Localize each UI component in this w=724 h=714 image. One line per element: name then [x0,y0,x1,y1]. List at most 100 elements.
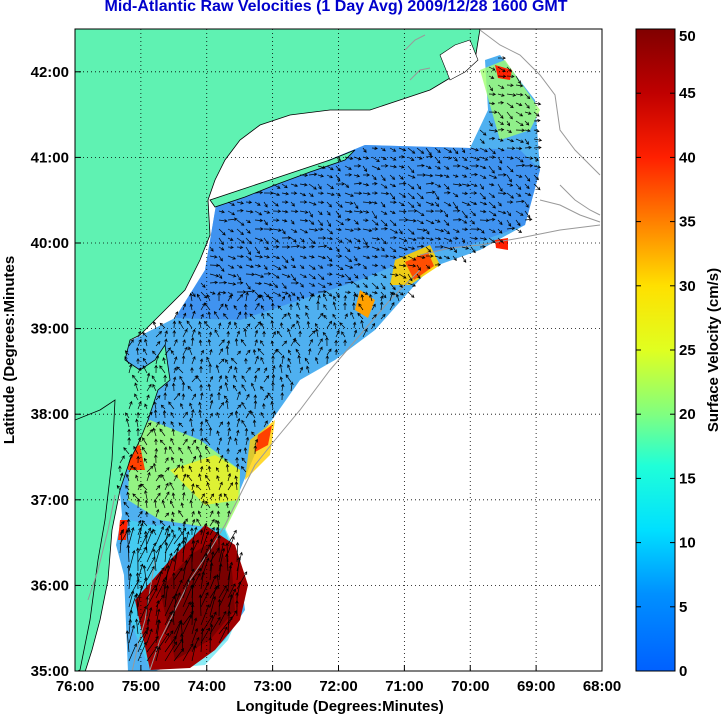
velocity-arrow [137,605,147,626]
velocity-arrow [207,311,211,320]
velocity-arrow [180,464,185,473]
velocity-arrow [227,264,235,269]
velocity-arrow [135,572,140,590]
velocity-arrow [296,296,301,302]
velocity-arrow [190,546,194,572]
velocity-arrow [136,427,140,437]
velocity-arrow [299,273,307,278]
colorbar-tick-label: 5 [679,599,687,616]
velocity-arrow [308,348,312,356]
velocity-arrow [533,102,542,106]
velocity-arrow [254,255,264,259]
velocity-arrow [281,313,287,320]
velocity-arrow [127,437,131,446]
velocity-arrow [335,182,346,186]
velocity-arrow [398,246,409,251]
velocity-arrow [163,374,167,383]
velocity-arrow [162,357,166,365]
velocity-arrow [506,174,512,183]
velocity-arrow [326,201,332,208]
velocity-arrow [416,244,425,249]
velocity-arrow [218,273,223,280]
velocity-arrow [173,647,185,662]
velocity-arrow [434,147,441,154]
velocity-arrow [236,201,244,205]
y-tick-label: 42:00 [31,64,69,81]
velocity-arrow [128,590,135,608]
velocity-arrow [263,210,271,214]
velocity-arrow [136,547,140,572]
velocity-arrow [371,182,378,186]
velocity-arrow [200,627,210,644]
velocity-arrow [488,75,495,79]
velocity-arrow [277,305,283,311]
velocity-arrow [254,302,260,311]
velocity-arrow [434,173,444,178]
velocity-arrow [317,236,327,240]
velocity-arrow [205,500,211,509]
velocity-arrow [146,471,151,482]
velocity-arrow [218,493,222,500]
velocity-arrow [317,183,322,190]
velocity-arrow [497,237,504,243]
velocity-arrow [272,264,282,270]
velocity-arrow [389,291,394,302]
velocity-arrow [479,138,485,145]
velocity-arrow [290,209,299,214]
velocity-arrow [146,584,157,599]
velocity-arrow [380,147,386,152]
velocity-arrow [217,598,222,617]
velocity-arrow [218,290,227,295]
velocity-arrow [497,93,505,97]
velocity-arrow [299,182,308,187]
velocity-arrow [250,410,256,419]
velocity-arrow [182,303,187,311]
velocity-arrow [479,165,487,170]
velocity-arrow [287,357,292,365]
velocity-arrow [497,74,507,79]
velocity-arrow [479,228,485,234]
velocity-arrow [199,365,203,374]
velocity-arrow [191,427,195,437]
velocity-arrow [254,218,264,223]
velocity-arrow [218,264,225,273]
velocity-arrow [182,614,193,635]
velocity-arrow [497,101,505,105]
velocity-arrow [234,321,238,329]
velocity-arrow [146,635,159,653]
velocity-arrow [245,282,251,290]
velocity-arrow [461,191,469,196]
velocity-arrow [173,547,180,572]
velocity-arrow [434,156,441,164]
velocity-arrow [290,183,299,188]
velocity-arrow [497,156,503,164]
velocity-arrow [434,255,443,260]
velocity-arrow [371,165,381,171]
velocity-arrow [488,165,495,174]
velocity-arrow [362,264,367,270]
velocity-arrow [218,401,225,410]
velocity-arrow [155,330,163,338]
velocity-arrow [119,520,125,527]
velocity-arrow [254,329,259,338]
velocity-arrow [245,246,251,256]
velocity-arrow [188,465,193,473]
velocity-arrow [226,339,231,347]
velocity-arrow [137,483,142,491]
velocity-arrow [146,465,154,473]
velocity-arrow [198,594,203,617]
velocity-arrow [279,363,283,374]
velocity-arrow [145,596,150,617]
velocity-arrow [204,474,211,482]
velocity-arrow [182,539,186,563]
velocity-arrow [271,373,276,383]
velocity-arrow [181,393,186,401]
velocity-arrow [207,383,211,392]
velocity-arrow [380,254,390,258]
velocity-arrow [281,200,289,204]
velocity-arrow [272,201,279,207]
x-tick-label: 73:00 [253,678,291,695]
velocity-arrow [218,246,225,251]
velocity-arrow [135,418,139,428]
velocity-arrow [245,237,252,245]
